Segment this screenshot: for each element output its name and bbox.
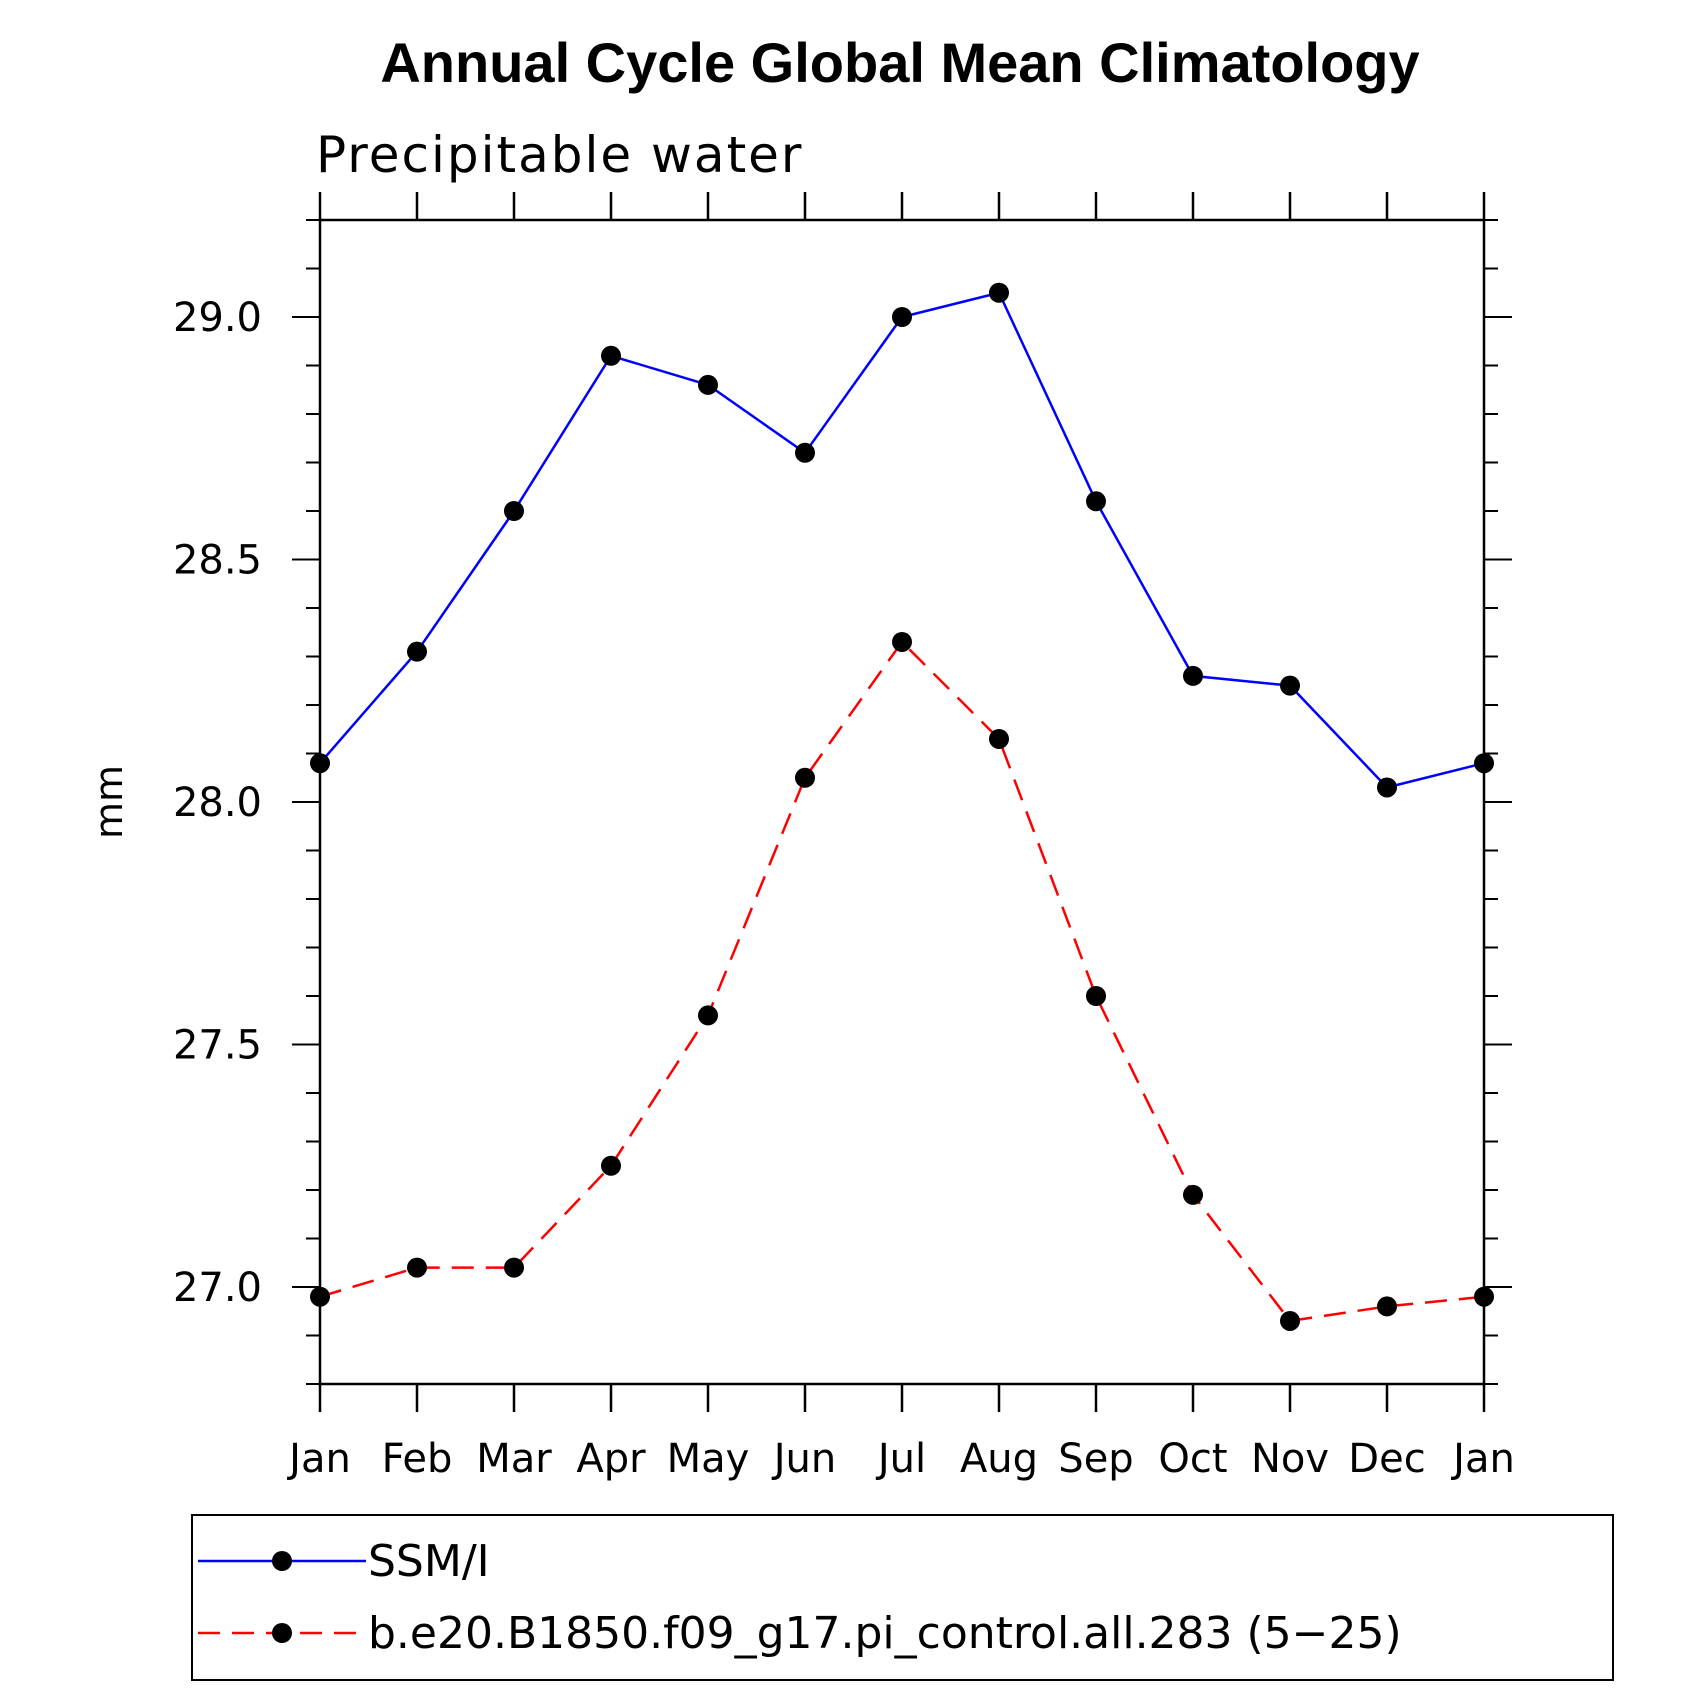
- series-1-point: [1474, 1286, 1494, 1307]
- legend-marker-model: [272, 1623, 292, 1643]
- chart-subtitle: Precipitable water: [316, 126, 804, 184]
- x-axis: Jan Feb Mar Apr May Jun Jul Aug Sep Oct Nov Dec Jan: [286, 192, 1515, 1482]
- y-axis-label: mm: [87, 765, 131, 839]
- series-0-point: [795, 442, 815, 463]
- series-line-0: [319, 291, 1485, 789]
- series-1-point: [601, 1155, 621, 1176]
- legend-label-model: b.e20.B1850.f09_g17.pi_control.all.283 (…: [368, 1608, 1402, 1659]
- series-1-point: [795, 767, 815, 788]
- series-0-point: [1377, 777, 1397, 798]
- series-1-point: [989, 728, 1009, 749]
- y-tick-label: 28.5: [173, 538, 262, 584]
- series-1-point: [504, 1257, 524, 1278]
- y-tick-label: 27.0: [173, 1265, 262, 1311]
- x-tick-label: Jan: [1450, 1436, 1515, 1482]
- series-0-point: [1474, 753, 1494, 774]
- series-1-point: [407, 1257, 427, 1278]
- series-0-point: [310, 753, 330, 774]
- plot-frame: [318, 218, 1486, 1386]
- series-0-point: [1280, 675, 1300, 696]
- legend-label-ssmi: SSM/I: [368, 1536, 490, 1587]
- series-0-point: [892, 307, 912, 327]
- series-0-point: [407, 641, 427, 662]
- y-tick-label: 27.5: [173, 1023, 262, 1069]
- x-tick-label: Mar: [476, 1436, 552, 1482]
- legend-marker-ssmi: [272, 1551, 292, 1571]
- x-tick-label: Nov: [1251, 1436, 1329, 1482]
- x-tick-label: Sep: [1058, 1436, 1133, 1482]
- x-tick-label: Oct: [1158, 1436, 1227, 1482]
- series-1-point: [1183, 1184, 1203, 1205]
- x-tick-label: Jun: [771, 1436, 837, 1482]
- y-tick-label: 29.0: [173, 295, 262, 341]
- plot-border: [318, 218, 1486, 1386]
- x-tick-label: Jan: [286, 1436, 351, 1482]
- chart-title: Annual Cycle Global Mean Climatology: [380, 31, 1419, 94]
- x-tick-label: Apr: [576, 1436, 646, 1482]
- series-0-point: [1086, 491, 1106, 512]
- series-0-point: [1183, 665, 1203, 686]
- series-1-point: [1280, 1310, 1300, 1331]
- x-tick-label: Jul: [875, 1436, 926, 1482]
- series-line-1: [319, 640, 1485, 1323]
- series-1-point: [1086, 986, 1106, 1006]
- series-0-point: [989, 282, 1009, 303]
- y-axis: 27.0 27.5 28.0 28.5 29.0: [173, 219, 1512, 1385]
- x-tick-label: Dec: [1348, 1436, 1425, 1482]
- legend-box: [191, 1514, 1614, 1681]
- y-tick-label: 28.0: [173, 780, 262, 826]
- x-tick-label: Feb: [382, 1436, 453, 1482]
- x-tick-label: May: [667, 1436, 750, 1482]
- series-0-point: [698, 374, 718, 395]
- series-0-point: [601, 345, 621, 366]
- series-1-point: [892, 631, 912, 652]
- series-layer: [310, 282, 1494, 1331]
- series-0-point: [504, 501, 524, 521]
- x-tick-label: Aug: [960, 1436, 1038, 1482]
- legend: SSM/I b.e20.B1850.f09_g17.pi_control.all…: [191, 1514, 1614, 1681]
- series-1-point: [310, 1286, 330, 1307]
- series-1-point: [1377, 1296, 1397, 1317]
- series-1-point: [698, 1005, 718, 1026]
